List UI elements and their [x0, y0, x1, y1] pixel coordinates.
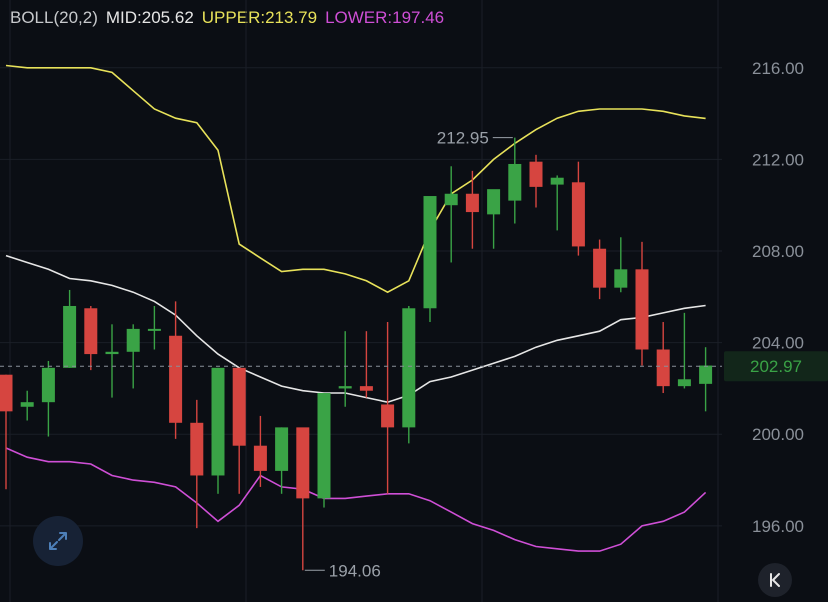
candle-body [550, 177, 564, 185]
current-price-tag [724, 351, 828, 382]
legend-lower: LOWER:197.46 [325, 8, 445, 27]
band-upper [5, 64, 706, 294]
candle-body [232, 367, 246, 446]
y-tick-label: 204.00 [752, 334, 804, 353]
candle-body [529, 161, 543, 187]
jump-to-latest-button[interactable] [758, 563, 792, 597]
current-price-label: 202.97 [750, 357, 802, 376]
candle-body [84, 308, 98, 355]
legend-mid: MID:205.62 [105, 8, 194, 27]
candle-body [169, 335, 183, 423]
candle-body [699, 365, 713, 384]
candle-body [656, 349, 670, 387]
candle-body [253, 445, 267, 471]
candle-body [317, 393, 331, 499]
candle-body [147, 328, 161, 331]
grid-lines [0, 0, 722, 602]
bollinger-bands [5, 64, 707, 552]
band-lower [5, 447, 707, 552]
candles [0, 137, 713, 571]
jump-to-latest-icon [770, 573, 780, 587]
candle-body [423, 196, 437, 309]
candle-body [338, 386, 352, 389]
candle-body [41, 367, 55, 403]
candle-body [105, 351, 119, 355]
candle-body [381, 404, 395, 428]
candle-body [635, 269, 649, 350]
candle-body [20, 402, 34, 407]
candle-body [402, 308, 416, 428]
candle-body [465, 193, 479, 213]
legend-indicator: BOLL(20,2) [10, 8, 98, 27]
y-tick-label: 216.00 [752, 59, 804, 78]
candle-body [190, 422, 204, 476]
candle-body [126, 328, 140, 352]
chart-overlay: 202.97 212.95 194.06 [0, 129, 828, 580]
y-tick-label: 208.00 [752, 242, 804, 261]
band-mid [5, 254, 706, 404]
candle-body [211, 367, 225, 476]
candle-body [63, 305, 77, 368]
y-tick-label: 212.00 [752, 150, 804, 169]
candle-body [296, 427, 310, 499]
y-tick-label: 196.00 [752, 517, 804, 536]
boll-legend: BOLL(20,2) MID:205.62 UPPER:213.79 LOWER:19… [10, 8, 452, 28]
expand-arrows-icon [49, 532, 67, 550]
high-price-label: 212.95 [437, 129, 489, 148]
price-axis: 216.00 212.00 208.00 204.00 200.00 196.00 [752, 59, 804, 536]
candle-body [359, 386, 373, 391]
low-price-label: 194.06 [329, 561, 381, 580]
candle-body [0, 374, 13, 412]
candle-body [571, 182, 585, 247]
candle-body [444, 193, 458, 206]
candle-body [487, 189, 501, 215]
candle-body [508, 163, 522, 201]
candle-body [275, 427, 289, 471]
y-tick-label: 200.00 [752, 425, 804, 444]
expand-button[interactable] [33, 516, 83, 566]
legend-upper: UPPER:213.79 [201, 8, 318, 27]
candle-body [593, 248, 607, 288]
candle-body [614, 269, 628, 288]
candle-body [677, 379, 691, 387]
